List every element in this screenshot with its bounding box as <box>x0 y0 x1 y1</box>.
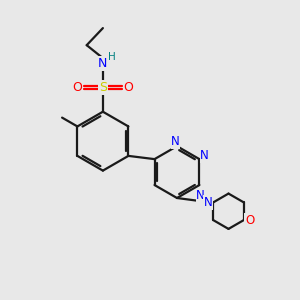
Text: S: S <box>99 81 107 94</box>
Text: O: O <box>124 81 134 94</box>
Text: O: O <box>72 81 82 94</box>
Text: N: N <box>196 189 205 202</box>
Text: O: O <box>245 214 254 226</box>
Text: N: N <box>200 149 209 162</box>
Text: N: N <box>203 196 212 209</box>
Text: N: N <box>98 57 108 70</box>
Text: N: N <box>171 135 180 148</box>
Text: H: H <box>108 52 116 62</box>
